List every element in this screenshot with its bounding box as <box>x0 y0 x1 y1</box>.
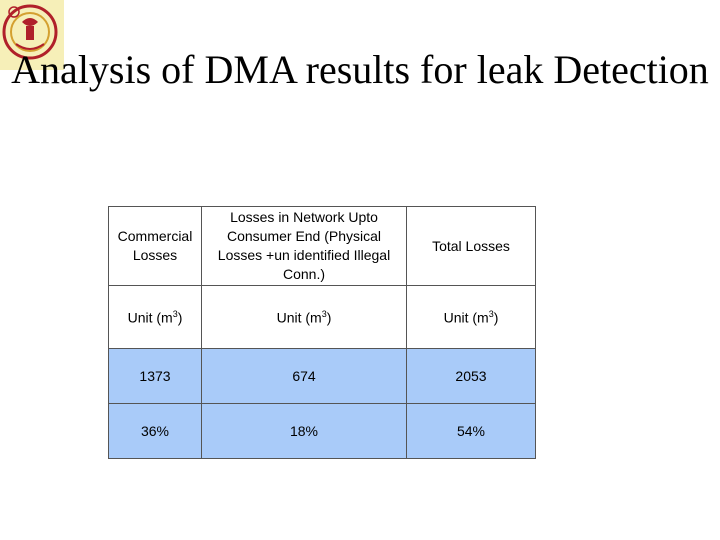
institution-emblem-icon <box>0 0 64 70</box>
table-cell: 2053 <box>406 348 536 404</box>
unit-cell: Unit (m3) <box>201 285 407 349</box>
header-commercial-losses: Commercial Losses <box>108 206 202 286</box>
slide-title: Analysis of DMA results for leak Detecti… <box>11 47 709 92</box>
header-total-losses: Total Losses <box>406 206 536 286</box>
table-cell: 674 <box>201 348 407 404</box>
table-cell: 1373 <box>108 348 202 404</box>
table-cell: 18% <box>201 403 407 459</box>
table-unit-row: Unit (m3) Unit (m3) Unit (m3) <box>108 285 536 349</box>
table-cell: 54% <box>406 403 536 459</box>
table-header-row: Commercial Losses Losses in Network Upto… <box>108 206 536 286</box>
table-row: 36% 18% 54% <box>108 403 536 459</box>
dma-results-table: Commercial Losses Losses in Network Upto… <box>108 206 536 459</box>
unit-cell: Unit (m3) <box>406 285 536 349</box>
table-row: 1373 674 2053 <box>108 348 536 404</box>
unit-cell: Unit (m3) <box>108 285 202 349</box>
table-cell: 36% <box>108 403 202 459</box>
header-network-losses: Losses in Network Upto Consumer End (Phy… <box>201 206 407 286</box>
